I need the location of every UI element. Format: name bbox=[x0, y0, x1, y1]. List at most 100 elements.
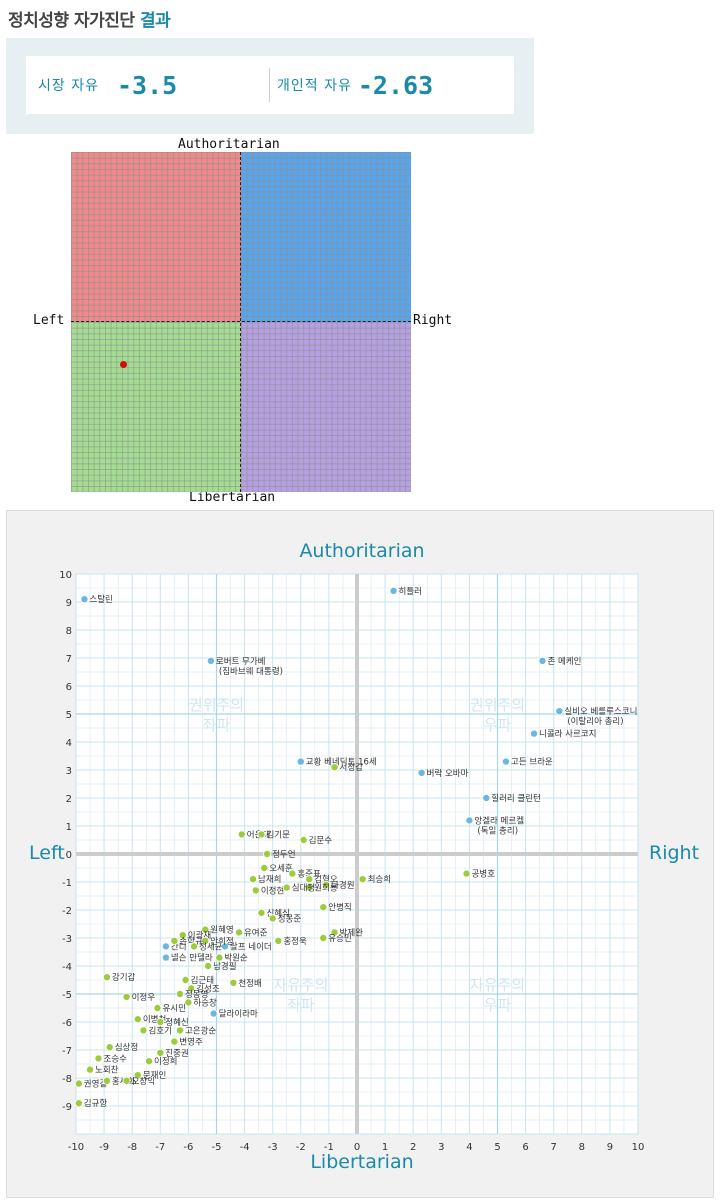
y-tick-label: 10 bbox=[59, 570, 72, 581]
quadrant-authoritarian-right bbox=[241, 152, 411, 322]
foreign-figure-label: 실비오 베를루스코니 bbox=[564, 706, 637, 717]
korean-politician-point bbox=[234, 928, 243, 937]
x-tick-label: 10 bbox=[632, 1142, 645, 1153]
korean-politician-point bbox=[251, 886, 260, 895]
foreign-figure-point bbox=[161, 953, 170, 962]
market-freedom-score: 시장 자유 -3.5 bbox=[38, 56, 177, 114]
foreign-figure-point bbox=[465, 816, 474, 825]
korean-politician-label: 김문수 bbox=[309, 835, 333, 846]
foreign-figure-label: (독일 총리) bbox=[477, 826, 518, 836]
korean-politician-label: 변영주 bbox=[179, 1037, 203, 1048]
korean-politician-label: 김성조 bbox=[196, 983, 220, 994]
personal-freedom-value: -2.63 bbox=[357, 70, 434, 100]
korean-politician-point bbox=[102, 973, 111, 982]
korean-politician-label: 심상정 bbox=[115, 1042, 138, 1053]
quadrant-label: 우파 bbox=[484, 716, 512, 734]
x-tick-label: 1 bbox=[382, 1142, 388, 1153]
y-tick-label: 5 bbox=[66, 710, 72, 721]
y-tick-label: -9 bbox=[62, 1102, 72, 1113]
foreign-figure-point bbox=[482, 793, 491, 802]
compass-label-left: Left bbox=[33, 313, 65, 328]
korean-politician-label: 조승수 bbox=[103, 1054, 127, 1064]
foreign-figure-label: 니콜라 사르코지 bbox=[539, 729, 596, 740]
korean-politician-point bbox=[74, 1079, 83, 1088]
foreign-figure-point bbox=[417, 768, 426, 777]
quadrant-label: 좌파 bbox=[203, 716, 231, 734]
korean-politician-point bbox=[215, 953, 224, 962]
korean-politician-point bbox=[282, 883, 291, 892]
korean-politician-point bbox=[145, 1057, 154, 1066]
korean-politician-point bbox=[305, 875, 314, 884]
korean-politician-label: 심대평 bbox=[292, 883, 315, 894]
x-tick-label: 6 bbox=[522, 1142, 528, 1153]
x-tick-label: 4 bbox=[466, 1142, 472, 1153]
korean-politician-label: 김호기 bbox=[148, 1025, 171, 1036]
page-title-main: 정치성향 자가진단 bbox=[8, 11, 135, 31]
foreign-figure-label: 달라이라마 bbox=[219, 1009, 258, 1020]
quadrant-label: 자유주의 bbox=[470, 976, 525, 994]
korean-politician-label: 정혜신 bbox=[165, 1017, 188, 1028]
foreign-figure-point bbox=[161, 942, 170, 951]
korean-politician-label: 강기갑 bbox=[112, 972, 136, 983]
y-tick-label: -5 bbox=[62, 990, 72, 1001]
korean-politician-point bbox=[175, 989, 184, 998]
korean-politician-label: 유여준 bbox=[244, 927, 268, 938]
y-tick-label: -8 bbox=[62, 1074, 72, 1085]
x-tick-label: 5 bbox=[494, 1142, 500, 1153]
quadrant-label: 좌파 bbox=[287, 996, 315, 1014]
korean-politician-point bbox=[319, 933, 328, 942]
korean-politician-point bbox=[133, 1015, 142, 1024]
korean-politician-point bbox=[299, 835, 308, 844]
page-title: 정치성향 자가진단 결과 bbox=[8, 6, 171, 31]
korean-politician-point bbox=[178, 931, 187, 940]
x-tick-label: -4 bbox=[240, 1142, 250, 1153]
korean-politician-label: 김형오 bbox=[314, 874, 338, 885]
personal-freedom-score: 개인적 자유 -2.63 bbox=[277, 56, 433, 114]
korean-politician-point bbox=[175, 1026, 184, 1035]
foreign-figure-label: 랄프 네이더 bbox=[230, 941, 272, 952]
quadrant-label: 자유주의 bbox=[273, 976, 328, 994]
korean-politician-label: 공병호 bbox=[472, 870, 496, 880]
korean-politician-label: 유승민 bbox=[328, 933, 351, 944]
chart-title: Authoritarian bbox=[299, 540, 424, 562]
page-title-accent: 결과 bbox=[139, 11, 171, 31]
korean-politician-label: 오세훈 bbox=[269, 863, 293, 874]
foreign-figure-point bbox=[206, 656, 215, 665]
foreign-figure-point bbox=[389, 586, 398, 595]
foreign-figure-point bbox=[538, 656, 547, 665]
korean-politician-label: 이병천 bbox=[143, 1014, 166, 1025]
x-tick-label: -9 bbox=[99, 1142, 109, 1153]
korean-politician-label: 박제완 bbox=[340, 927, 364, 938]
korean-politician-label: 이정희 bbox=[154, 1056, 177, 1067]
korean-politician-point bbox=[94, 1054, 103, 1063]
korean-politician-label: 나경원 bbox=[331, 880, 354, 891]
x-tick-label: 8 bbox=[579, 1142, 585, 1153]
korean-politician-point bbox=[190, 942, 199, 951]
foreign-figure-label: 로버트 무가베 bbox=[216, 656, 266, 667]
y-tick-label: 2 bbox=[66, 794, 72, 805]
korean-politician-point bbox=[122, 1076, 131, 1085]
korean-politician-label: 안병직 bbox=[328, 902, 351, 913]
personal-freedom-label: 개인적 자유 bbox=[277, 78, 352, 94]
korean-politician-label: 원혜영 bbox=[210, 925, 233, 936]
korean-politician-label: 정몽준 bbox=[278, 913, 302, 924]
x-tick-label: 3 bbox=[438, 1142, 444, 1153]
korean-politician-point bbox=[74, 1099, 83, 1108]
market-freedom-value: -3.5 bbox=[116, 70, 178, 100]
korean-politician-label: 정동영 bbox=[185, 989, 208, 1000]
korean-politician-point bbox=[319, 903, 328, 912]
korean-politician-label: 김규항 bbox=[84, 1098, 108, 1109]
korean-politician-label: 최승희 bbox=[368, 874, 391, 885]
korean-politician-label: 정세균 bbox=[199, 941, 223, 952]
y-tick-label: -1 bbox=[62, 878, 72, 889]
y-tick-label: 3 bbox=[66, 766, 72, 777]
korean-politician-point bbox=[204, 961, 213, 970]
y-tick-label: -6 bbox=[62, 1018, 72, 1029]
compass-label-right: Right bbox=[413, 313, 453, 328]
x-tick-label: -10 bbox=[68, 1142, 84, 1153]
korean-politician-label: 하승창 bbox=[193, 997, 217, 1008]
korean-politician-point bbox=[153, 1003, 162, 1012]
score-panel: 시장 자유 -3.5 개인적 자유 -2.63 bbox=[6, 38, 534, 134]
foreign-figure-label: (이탈리아 총리) bbox=[567, 716, 623, 727]
